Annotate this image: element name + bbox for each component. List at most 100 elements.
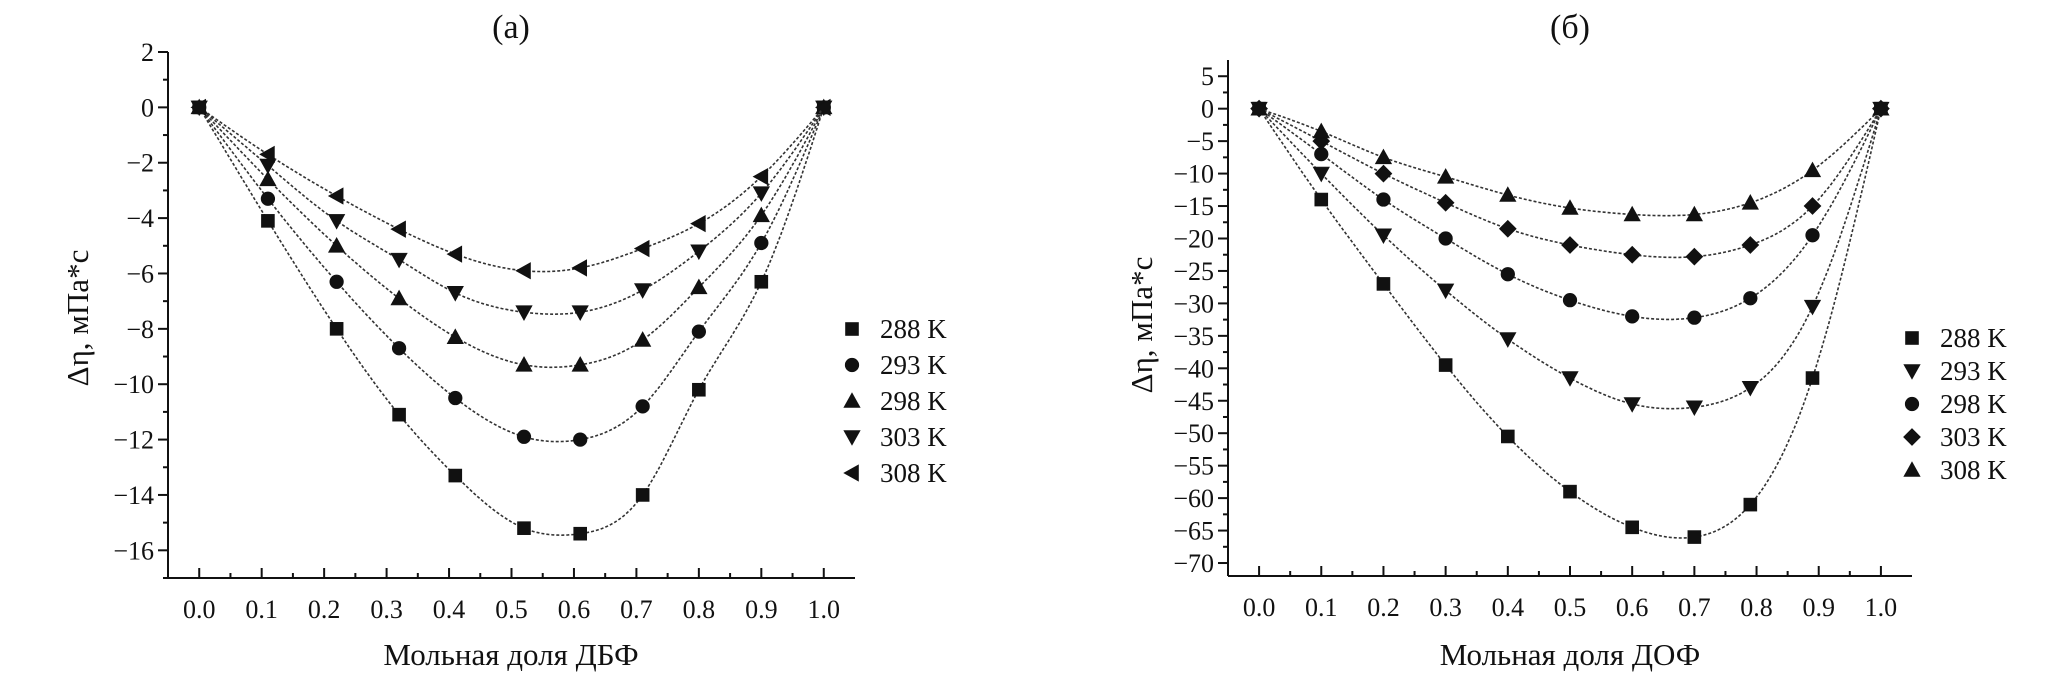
data-point xyxy=(571,356,589,372)
panel-b: (б) Мольная доля ДОФ Δη, мПа*с 0.0 0.1 0.2… xyxy=(1124,9,2007,672)
legend-label: 298 K xyxy=(880,386,947,416)
x-tick-label: 0.4 xyxy=(1492,593,1525,622)
legend-entry: 288 K xyxy=(845,314,947,344)
legend-label: 298 K xyxy=(1940,389,2007,419)
legend-entry: 298 K xyxy=(1904,389,2007,419)
x-axis-label: Мольная доля ДБФ xyxy=(383,637,638,672)
y-tick-label: −15 xyxy=(1173,192,1214,221)
data-point xyxy=(635,399,650,414)
x-tick-label: 0.9 xyxy=(1802,593,1835,622)
series-298-k xyxy=(1251,101,1889,325)
legend-entry: 303 K xyxy=(1903,422,2007,452)
x-tick-label: 0.1 xyxy=(1305,593,1338,622)
data-point xyxy=(752,167,769,186)
x-tick-label: 0.7 xyxy=(1678,593,1711,622)
y-tick-label: −50 xyxy=(1173,419,1214,448)
legend-label: 288 K xyxy=(1940,323,2007,353)
data-point xyxy=(1685,205,1703,222)
panel-label: (б) xyxy=(1550,9,1590,46)
y-tick-label: −8 xyxy=(126,315,154,344)
x-axis-label: Мольная доля ДОФ xyxy=(1440,637,1701,672)
data-point xyxy=(1437,168,1455,184)
data-point xyxy=(390,289,408,306)
data-point xyxy=(448,390,463,406)
data-point xyxy=(1803,197,1822,215)
data-point xyxy=(327,237,346,253)
data-point xyxy=(1250,99,1268,116)
series-288-k xyxy=(1252,101,1888,544)
data-point xyxy=(327,187,344,205)
legend-label: 293 K xyxy=(880,350,947,380)
data-point xyxy=(261,214,275,228)
data-point xyxy=(1498,219,1517,238)
data-point xyxy=(327,214,346,230)
y-tick-label: −40 xyxy=(1173,354,1214,383)
data-point xyxy=(1374,148,1393,165)
data-point xyxy=(1562,293,1578,308)
legend-entry: 308 K xyxy=(843,458,947,488)
data-point xyxy=(1803,161,1822,178)
data-point xyxy=(754,235,769,251)
legend-label: 293 K xyxy=(1940,356,2007,386)
fit-curve xyxy=(1258,107,1882,259)
x-tick-label: 0.6 xyxy=(558,595,591,624)
data-point xyxy=(815,98,831,117)
legend-label: 308 K xyxy=(1940,455,2007,485)
x-tick-label: 0.2 xyxy=(1367,593,1400,622)
legend-marker xyxy=(1903,461,1921,477)
legend-entry: 288 K xyxy=(1905,323,2007,353)
legend-label: 303 K xyxy=(880,422,947,452)
fit-curve xyxy=(1258,108,1882,410)
legend-marker xyxy=(843,464,859,482)
data-point xyxy=(1376,277,1391,291)
data-point xyxy=(391,341,407,356)
x-tick-label: 0.5 xyxy=(495,595,528,624)
x-tick-label: 0.8 xyxy=(683,595,716,624)
data-point xyxy=(329,322,344,336)
y-tick-label: −65 xyxy=(1173,517,1214,546)
y-tick-label: 2 xyxy=(141,38,154,67)
series-293-k xyxy=(192,100,831,447)
x-tick-label: 0.0 xyxy=(1243,593,1276,622)
fit-curve xyxy=(198,106,825,273)
data-point xyxy=(1805,228,1820,243)
data-point xyxy=(448,468,463,483)
data-point xyxy=(1561,371,1579,387)
data-point xyxy=(1438,231,1453,246)
x-tick-label: 0.5 xyxy=(1554,593,1587,622)
y-tick-label: −2 xyxy=(126,149,154,178)
y-tick-label: 0 xyxy=(1201,95,1214,124)
data-point xyxy=(690,244,708,261)
data-point xyxy=(633,239,650,258)
y-tick-label: −5 xyxy=(1186,127,1214,156)
legend-marker xyxy=(1905,331,1919,345)
data-point xyxy=(259,145,275,164)
y-tick-label: −6 xyxy=(126,259,154,288)
data-point xyxy=(1623,245,1642,264)
legend-marker xyxy=(845,322,859,336)
y-tick-label: −25 xyxy=(1173,257,1214,286)
data-point xyxy=(517,521,531,535)
data-point xyxy=(690,215,706,233)
y-tick-label: −70 xyxy=(1173,549,1214,578)
data-point xyxy=(1499,332,1517,348)
data-point xyxy=(1743,291,1758,306)
legend-marker xyxy=(844,357,860,373)
data-point xyxy=(1803,299,1822,316)
legend-label: 288 K xyxy=(880,314,947,344)
data-point xyxy=(515,356,533,372)
data-point xyxy=(1743,497,1758,512)
data-point xyxy=(1376,192,1391,207)
data-point xyxy=(259,170,277,187)
panel-a: (а) Мольная доля ДБФ Δη, мПа*с 0.0 0.1 0.2… xyxy=(60,9,947,672)
data-point xyxy=(752,186,770,202)
data-point xyxy=(1561,199,1579,215)
data-point xyxy=(1314,192,1329,207)
data-point xyxy=(634,331,652,347)
data-point xyxy=(446,286,464,302)
data-point xyxy=(1374,228,1393,244)
y-tick-label: −30 xyxy=(1173,289,1214,318)
data-point xyxy=(634,283,652,299)
y-tick-label: −45 xyxy=(1173,387,1214,416)
